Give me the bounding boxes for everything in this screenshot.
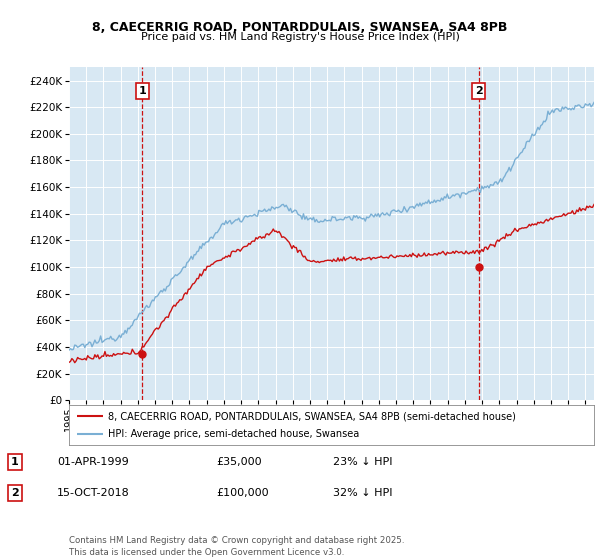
Text: 15-OCT-2018: 15-OCT-2018 xyxy=(57,488,130,498)
Text: Contains HM Land Registry data © Crown copyright and database right 2025.
This d: Contains HM Land Registry data © Crown c… xyxy=(69,536,404,557)
Text: 23% ↓ HPI: 23% ↓ HPI xyxy=(333,457,392,467)
Text: 32% ↓ HPI: 32% ↓ HPI xyxy=(333,488,392,498)
Text: Price paid vs. HM Land Registry's House Price Index (HPI): Price paid vs. HM Land Registry's House … xyxy=(140,32,460,42)
Text: 8, CAECERRIG ROAD, PONTARDDULAIS, SWANSEA, SA4 8PB: 8, CAECERRIG ROAD, PONTARDDULAIS, SWANSE… xyxy=(92,21,508,34)
Text: £35,000: £35,000 xyxy=(216,457,262,467)
Text: £100,000: £100,000 xyxy=(216,488,269,498)
Text: 2: 2 xyxy=(11,488,19,498)
Text: 01-APR-1999: 01-APR-1999 xyxy=(57,457,129,467)
Text: 8, CAECERRIG ROAD, PONTARDDULAIS, SWANSEA, SA4 8PB (semi-detached house): 8, CAECERRIG ROAD, PONTARDDULAIS, SWANSE… xyxy=(109,411,516,421)
Text: 1: 1 xyxy=(138,86,146,96)
Text: 2: 2 xyxy=(475,86,482,96)
Text: 1: 1 xyxy=(11,457,19,467)
Text: HPI: Average price, semi-detached house, Swansea: HPI: Average price, semi-detached house,… xyxy=(109,429,359,439)
